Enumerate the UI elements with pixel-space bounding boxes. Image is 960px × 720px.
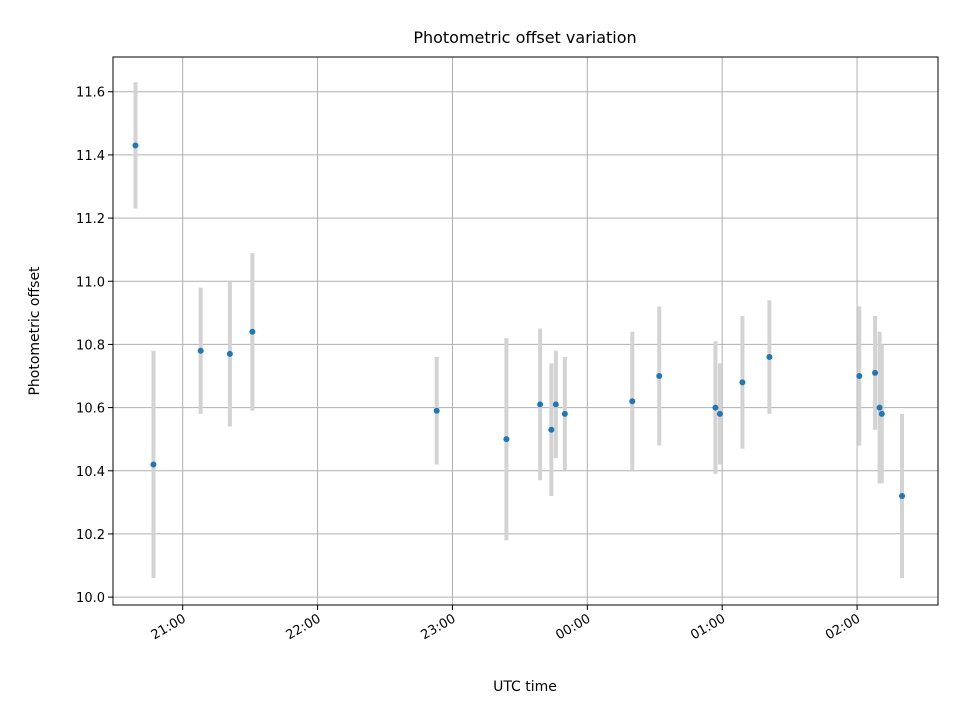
data-point — [197, 347, 204, 354]
x-tick-label: 00:00 — [553, 611, 593, 643]
x-axis-label: UTC time — [493, 679, 557, 695]
data-point — [150, 461, 157, 468]
data-point — [548, 426, 555, 433]
x-tick-label: 21:00 — [149, 611, 189, 643]
plot-frame — [112, 56, 939, 606]
data-point — [249, 328, 256, 335]
data-point — [629, 398, 636, 405]
data-point — [537, 401, 544, 408]
y-tick-label: 10.2 — [76, 528, 105, 543]
data-point — [878, 410, 885, 417]
data-point — [899, 493, 906, 500]
data-points — [132, 142, 906, 500]
data-point — [503, 436, 510, 443]
y-tick-label: 10.0 — [76, 591, 105, 606]
data-point — [561, 410, 568, 417]
data-point — [433, 407, 440, 414]
y-tick-label: 11.2 — [76, 212, 105, 227]
data-point — [656, 373, 663, 380]
x-tick-label: 22:00 — [284, 611, 324, 643]
data-point — [872, 369, 879, 376]
data-point — [712, 404, 719, 411]
x-tick-label: 02:00 — [823, 611, 863, 643]
y-tick-label: 11.4 — [76, 149, 105, 164]
y-tick-label: 10.8 — [76, 338, 105, 353]
y-tick-label: 11.6 — [76, 86, 105, 101]
data-point — [856, 373, 863, 380]
data-point — [766, 354, 773, 361]
y-tick-label: 10.6 — [76, 402, 105, 417]
x-tick-label: 23:00 — [418, 611, 458, 643]
x-axis-ticks: 21:00 22:00 23:00 00:00 01:00 02:00 — [149, 605, 863, 643]
data-point — [132, 142, 139, 149]
y-axis-ticks: 10.0 10.2 10.4 10.6 10.8 11.0 11.2 11.4 11.6 — [76, 86, 113, 606]
chart-title: Photometric offset variation — [413, 28, 636, 47]
plot-background — [113, 57, 938, 605]
data-point — [552, 401, 559, 408]
data-point — [739, 379, 746, 386]
y-axis-label: Photometric offset — [27, 266, 43, 396]
data-point — [876, 404, 883, 411]
y-tick-label: 10.4 — [76, 465, 105, 480]
y-tick-label: 11.0 — [76, 275, 105, 290]
data-point — [226, 350, 233, 357]
x-tick-label: 01:00 — [688, 611, 728, 643]
data-point — [716, 410, 723, 417]
